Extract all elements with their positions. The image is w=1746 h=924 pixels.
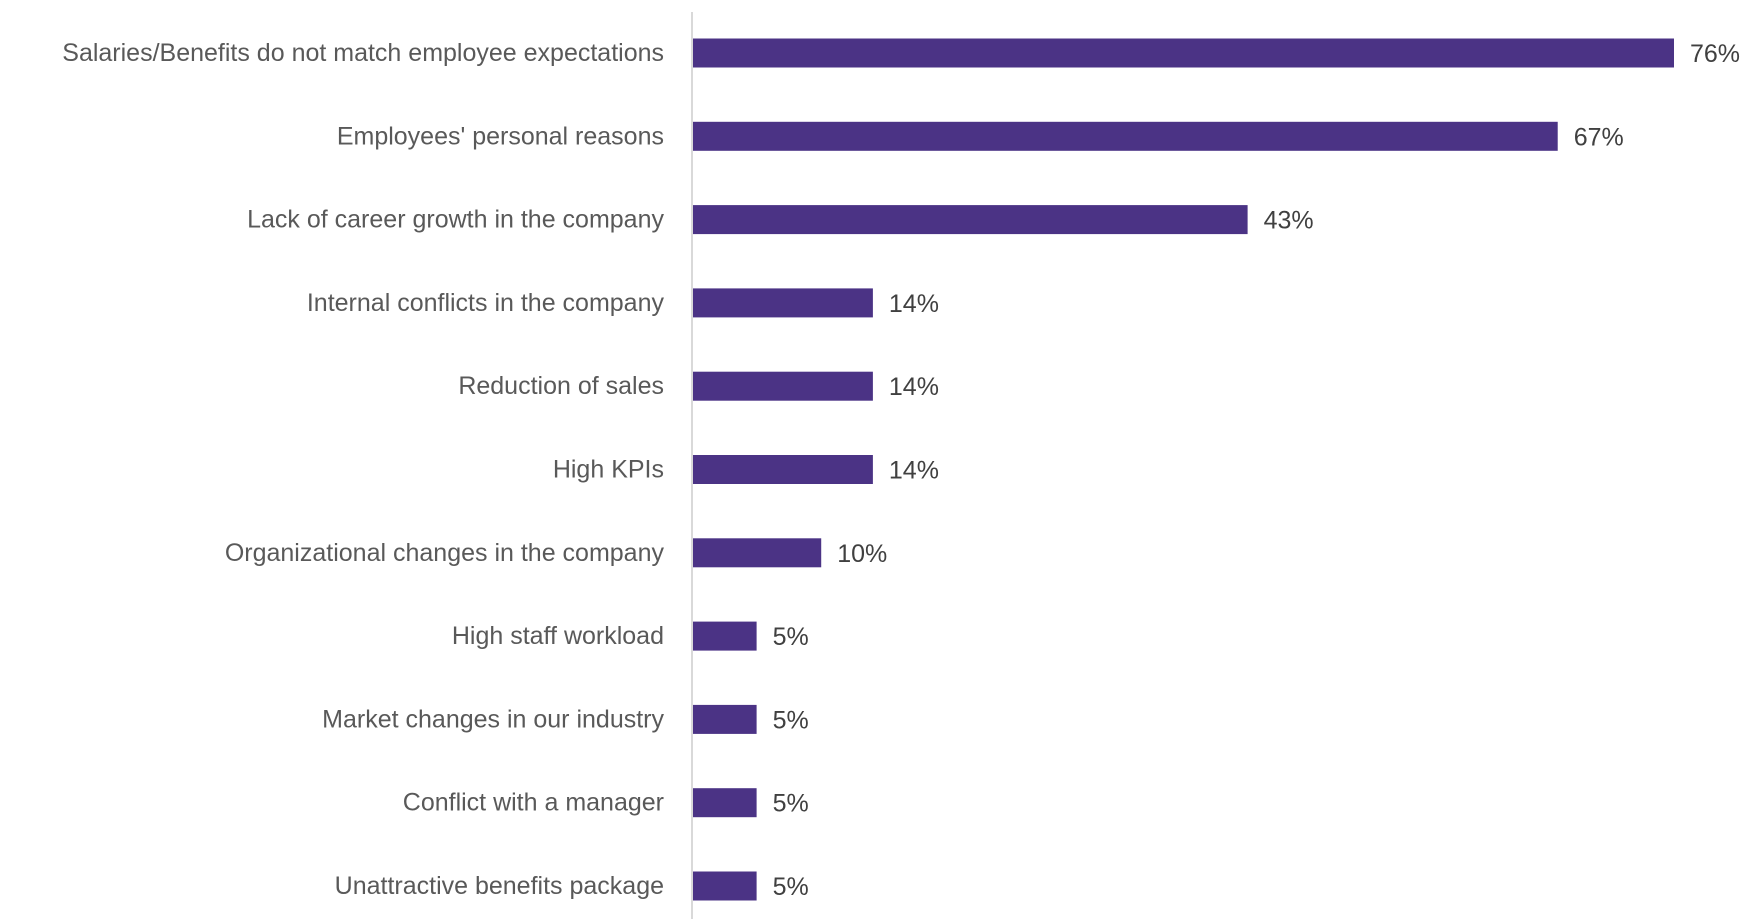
data-label: 14% bbox=[889, 457, 939, 485]
category-label: Salaries/Benefits do not match employee … bbox=[62, 39, 664, 67]
bar bbox=[693, 121, 1558, 151]
category-label: High KPIs bbox=[553, 456, 664, 484]
data-label: 67% bbox=[1574, 123, 1624, 151]
category-label: High staff workload bbox=[452, 622, 664, 650]
bar bbox=[693, 538, 822, 568]
category-label: Conflict with a manager bbox=[403, 789, 664, 817]
category-label: Employees' personal reasons bbox=[337, 122, 664, 150]
data-label: 14% bbox=[889, 373, 939, 401]
data-labels: 76% 67% 43% 14% 14% 14% 10% 5% 5% 5% 5% bbox=[773, 40, 1740, 901]
bar bbox=[693, 788, 757, 818]
bar bbox=[693, 38, 1674, 68]
bar bbox=[693, 704, 757, 734]
bars bbox=[693, 38, 1674, 901]
data-label: 10% bbox=[837, 540, 887, 568]
data-label: 5% bbox=[773, 873, 809, 901]
bar bbox=[693, 621, 757, 651]
data-label: 5% bbox=[773, 623, 809, 651]
category-label: Reduction of sales bbox=[458, 372, 664, 400]
category-label: Market changes in our industry bbox=[322, 705, 664, 733]
bar bbox=[693, 455, 873, 484]
data-label: 76% bbox=[1690, 40, 1740, 68]
bar bbox=[693, 371, 873, 401]
data-label: 14% bbox=[889, 290, 939, 318]
category-label: Unattractive benefits package bbox=[335, 872, 664, 900]
data-label: 5% bbox=[773, 706, 809, 734]
category-label: Organizational changes in the company bbox=[225, 539, 665, 567]
bar bbox=[693, 288, 873, 318]
data-label: 43% bbox=[1264, 207, 1314, 235]
category-label: Lack of career growth in the company bbox=[247, 206, 664, 234]
category-label: Internal conflicts in the company bbox=[307, 289, 665, 317]
bar bbox=[693, 871, 757, 901]
category-labels: Salaries/Benefits do not match employee … bbox=[62, 39, 664, 900]
data-label: 5% bbox=[773, 790, 809, 818]
bar bbox=[693, 205, 1248, 235]
